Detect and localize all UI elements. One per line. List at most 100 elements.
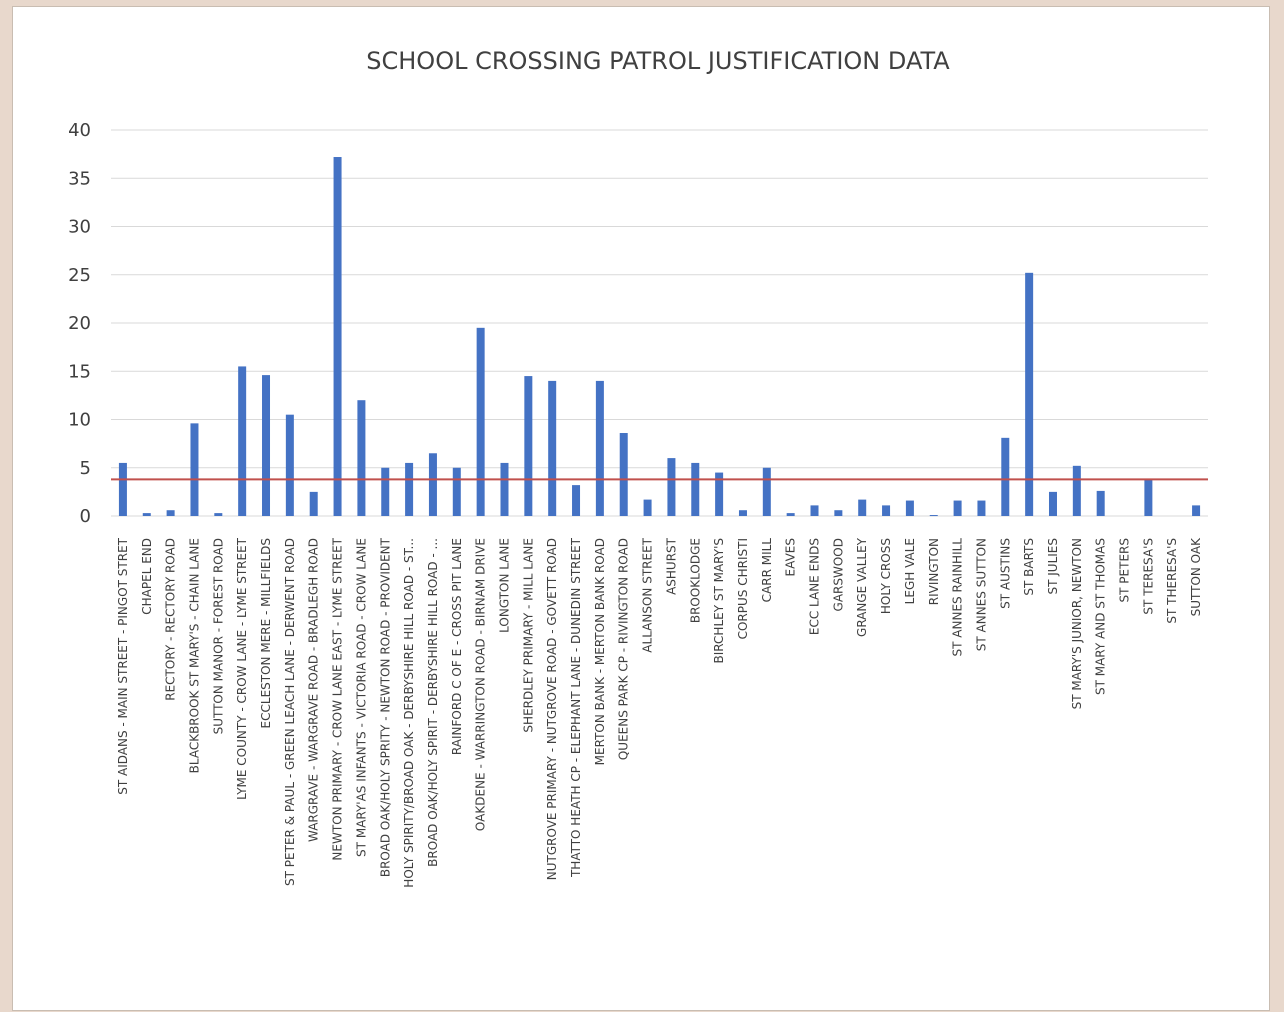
x-tick-label: NEWTON PRIMARY - CROW LANE EAST - LYME S… (331, 537, 345, 860)
x-tick-label: LYME COUNTY - CROW LANE - LYME STREET (235, 537, 249, 800)
x-tick-label: ST MARY'S JUNIOR, NEWTON (1070, 538, 1084, 709)
y-tick-label: 30 (68, 217, 91, 238)
bar (118, 462, 127, 516)
x-tick-label: WARGRAVE - WARGRAVE ROAD - BRADLEGH ROAD (307, 538, 321, 842)
bar (238, 366, 247, 516)
bar (452, 467, 461, 516)
bar (929, 515, 938, 517)
bar (810, 505, 819, 516)
x-tick-label: BROAD OAK/HOLY SPIRIT - DERBYSHIRE HILL … (426, 538, 440, 867)
x-tick-label: CORPUS CHRISTI (736, 538, 750, 639)
x-tick-label: SHERDLEY PRIMARY - MILL LANE (521, 538, 535, 733)
x-tick-label: RIVINGTON (927, 538, 941, 605)
bar (190, 423, 199, 516)
bar (262, 375, 271, 516)
x-tick-label: ECCLESTON MERE - MILLFIELDS (259, 538, 273, 728)
x-tick-label: BROAD OAK/HOLY SPRITY - NEWTON ROAD - PR… (378, 537, 392, 877)
bars (118, 157, 1201, 517)
bar (619, 433, 628, 516)
bar (905, 500, 914, 516)
x-tick-label: CHAPEL END (140, 538, 154, 615)
x-tick-label: ST JULIES (1046, 538, 1060, 595)
bar (333, 157, 342, 516)
bar (738, 510, 747, 516)
chart-panel: SCHOOL CROSSING PATROL JUSTIFICATION DAT… (12, 6, 1270, 1011)
y-tick-label: 25 (68, 265, 91, 286)
bar-chart: SCHOOL CROSSING PATROL JUSTIFICATION DAT… (68, 47, 1208, 888)
bar (309, 491, 318, 516)
bar (977, 500, 986, 516)
x-tick-label: LEGH VALE (903, 538, 917, 604)
y-tick-label: 0 (80, 506, 91, 527)
x-tick-label: ST MARY'AS INFANTS - VICTORIA ROAD - CRO… (354, 538, 368, 857)
x-tick-label: ASHURST (664, 537, 678, 595)
y-axis-ticks: 0 5 10 15 20 25 30 35 40 (68, 120, 91, 527)
x-tick-label: QUEENS PARK CP - RIVINGTON ROAD (617, 538, 631, 760)
x-tick-label: BIRCHLEY ST MARY'S (712, 538, 726, 663)
x-tick-label: SUTTON MANOR - FOREST ROAD (211, 538, 225, 734)
bar (1001, 437, 1010, 516)
x-tick-label: SUTTON OAK (1189, 537, 1203, 617)
x-tick-label: ST PETERS (1118, 538, 1132, 602)
x-tick-label: ST PETER & PAUL - GREEN LEACH LANE - DER… (283, 538, 297, 886)
bar (357, 400, 366, 516)
bar (858, 499, 867, 516)
bar (667, 458, 676, 516)
x-tick-label: ST AIDANS - MAIN STREET - PINGOT STRET (116, 537, 130, 794)
bar (500, 462, 509, 516)
y-tick-label: 35 (68, 168, 91, 189)
x-tick-label: ST ANNES SUTTON (974, 538, 988, 651)
x-tick-label: MERTON BANK - MERTON BANK ROAD (593, 538, 607, 765)
x-tick-label: GRANGE VALLEY (855, 537, 869, 637)
x-tick-label: NUTGROVE PRIMARY - NUTGROVE ROAD - GOVET… (545, 538, 559, 880)
bar (285, 414, 294, 516)
x-tick-label: ST AUSTINS (998, 538, 1012, 609)
bar (595, 380, 604, 516)
gridlines (111, 129, 1208, 517)
bar (762, 467, 771, 516)
bar (1048, 491, 1057, 516)
bar (524, 376, 533, 516)
x-tick-label: OAKDENE - WARRINGTON ROAD - BIRNAM DRIVE (474, 538, 488, 831)
bar (643, 499, 652, 516)
x-tick-label: BROOKLODGE (688, 538, 702, 623)
x-tick-label: ALLANSON STREET (641, 537, 655, 652)
x-tick-label: HOLY CROSS (879, 538, 893, 614)
bar (1072, 465, 1081, 516)
y-tick-label: 10 (68, 410, 91, 431)
x-tick-label: ST ANNES RAINHILL (951, 538, 965, 657)
y-tick-label: 40 (68, 120, 91, 141)
x-tick-label: ST MARY AND ST THOMAS (1094, 538, 1108, 695)
bar (476, 327, 485, 516)
x-tick-label: ST THERESA'S (1165, 538, 1179, 624)
x-tick-label: GARSWOOD (831, 538, 845, 611)
bar (572, 485, 581, 516)
bar (405, 462, 414, 516)
bar (1144, 479, 1153, 516)
bar (428, 453, 437, 516)
x-tick-label: ST TERESA'S (1141, 538, 1155, 615)
x-tick-label: RAINFORD C OF E - CROSS PIT LANE (450, 538, 464, 755)
bar (715, 472, 724, 516)
chart-title: SCHOOL CROSSING PATROL JUSTIFICATION DAT… (366, 47, 950, 75)
bar (166, 510, 175, 516)
x-axis-ticks: ST AIDANS - MAIN STREET - PINGOT STRET CH… (116, 537, 1203, 888)
x-tick-label: BLACKBROOK ST MARY'S - CHAIN LANE (187, 538, 201, 773)
y-tick-label: 20 (68, 313, 91, 334)
bar (548, 380, 557, 516)
x-tick-label: EAVES (784, 538, 798, 576)
x-tick-label: HOLY SPIRITY/BROAD OAK - DERBYSHIRE HILL… (402, 538, 416, 888)
x-tick-label: RECTORY - RECTORY ROAD (164, 538, 178, 701)
bar (142, 513, 151, 516)
bar (882, 505, 891, 516)
x-tick-label: THATTO HEATH CP - ELEPHANT LANE - DUNEDI… (569, 537, 583, 878)
bar (214, 513, 223, 516)
bar (1096, 490, 1105, 516)
x-tick-label: ST BARTS (1022, 538, 1036, 596)
x-tick-label: ECC LANE ENDS (808, 538, 822, 635)
bar (953, 500, 962, 516)
x-tick-label: CARR MILL (760, 538, 774, 603)
bar (1192, 505, 1201, 516)
y-tick-label: 15 (68, 361, 91, 382)
bar (834, 510, 843, 516)
